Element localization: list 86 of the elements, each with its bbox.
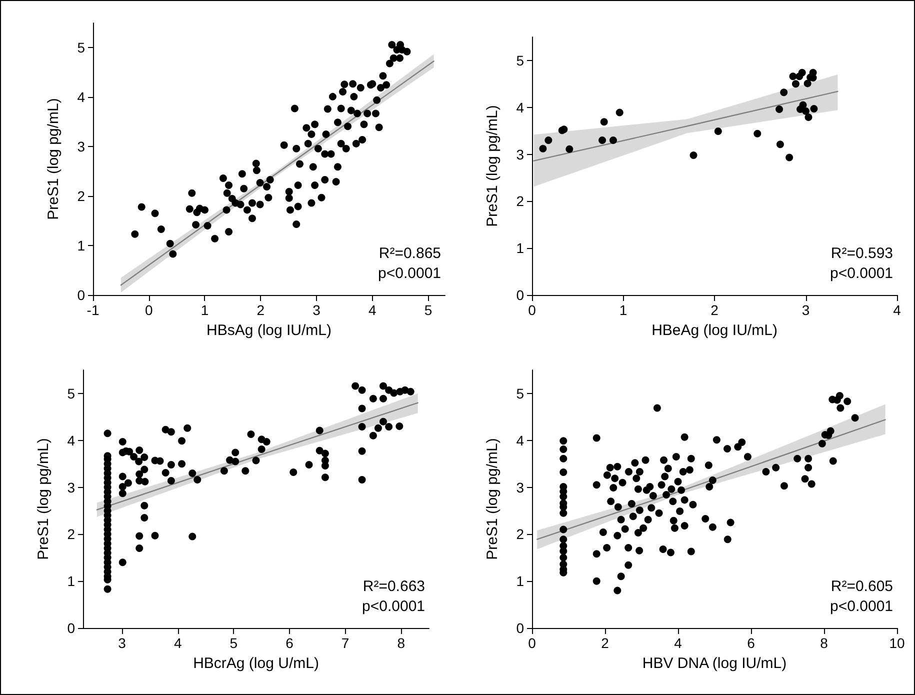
point bbox=[789, 72, 797, 80]
y-tick-label: 3 bbox=[516, 479, 524, 496]
x-tick-label: 4 bbox=[174, 635, 182, 651]
y-tick-label: 3 bbox=[516, 146, 524, 162]
y-tick-label: 1 bbox=[67, 573, 76, 590]
y-tick-label: 4 bbox=[516, 99, 524, 116]
x-tick-label: 3 bbox=[118, 635, 126, 651]
point bbox=[792, 80, 800, 88]
x-tick-label: 6 bbox=[747, 635, 756, 651]
x-tick-label: 6 bbox=[286, 635, 294, 651]
annotation: R²=0.865 bbox=[378, 245, 441, 262]
annotation: p<0.0001 bbox=[378, 265, 442, 282]
y-tick-label: 0 bbox=[516, 620, 524, 636]
y-tick-label: 0 bbox=[77, 287, 86, 303]
point bbox=[804, 113, 812, 121]
x-tick-label: 5 bbox=[424, 302, 432, 318]
x-tick-label: 2 bbox=[601, 635, 610, 651]
x-tick-label: 2 bbox=[710, 302, 719, 318]
point bbox=[600, 118, 608, 126]
point bbox=[690, 151, 698, 159]
x-tick-label: 0 bbox=[528, 302, 536, 318]
x-axis-title: HBcrAg (log U/mL) bbox=[193, 655, 319, 672]
point bbox=[566, 145, 574, 153]
x-axis-title: HBsAg (log IU/mL) bbox=[206, 322, 332, 339]
x-tick-label: 0 bbox=[144, 302, 153, 318]
point bbox=[799, 101, 807, 109]
point bbox=[798, 68, 806, 76]
point bbox=[539, 144, 547, 152]
point bbox=[754, 130, 762, 138]
y-tick-label: 4 bbox=[67, 432, 76, 448]
y-tick-label: 5 bbox=[67, 385, 76, 402]
y-tick-label: 1 bbox=[516, 240, 524, 256]
x-tick-label: 3 bbox=[802, 302, 810, 318]
annotation: R²=0.605 bbox=[830, 578, 893, 595]
x-axis-title: HBeAg (log IU/mL) bbox=[652, 322, 778, 339]
x-tick-label: 4 bbox=[368, 302, 376, 318]
point bbox=[598, 136, 606, 144]
y-tick-label: 1 bbox=[516, 573, 524, 590]
y-tick-label: 0 bbox=[67, 620, 76, 636]
annotation: p<0.0001 bbox=[830, 598, 894, 615]
x-tick-label: 2 bbox=[256, 302, 265, 318]
annotation: p<0.0001 bbox=[830, 265, 894, 282]
y-axis-title: PreS1 (log pg/mL) bbox=[45, 98, 62, 220]
point bbox=[776, 140, 784, 148]
x-tick-label: 8 bbox=[397, 635, 406, 651]
y-tick-label: 2 bbox=[77, 188, 86, 204]
point bbox=[776, 105, 784, 113]
y-tick-label: 1 bbox=[77, 238, 86, 254]
y-tick-label: 3 bbox=[67, 479, 76, 496]
x-tick-label: 8 bbox=[820, 635, 828, 651]
annotation: p<0.0001 bbox=[362, 598, 426, 615]
point bbox=[786, 154, 794, 162]
point bbox=[714, 128, 722, 136]
y-tick-label: 0 bbox=[516, 287, 524, 303]
point bbox=[609, 136, 617, 144]
x-tick-label: 4 bbox=[674, 635, 682, 651]
x-tick-label: 4 bbox=[893, 302, 902, 318]
y-tick-label: 2 bbox=[67, 526, 76, 542]
annotation: R²=0.663 bbox=[362, 578, 425, 595]
x-tick-label: -1 bbox=[86, 302, 100, 318]
point bbox=[616, 108, 624, 116]
y-tick-label: 2 bbox=[516, 526, 524, 542]
y-axis-title: PreS1 (log pg/mL) bbox=[484, 438, 501, 560]
x-tick-label: 10 bbox=[889, 635, 905, 651]
annotation: R²=0.593 bbox=[830, 245, 893, 262]
x-tick-label: 1 bbox=[619, 302, 628, 318]
y-tick-label: 3 bbox=[77, 138, 86, 155]
y-tick-label: 4 bbox=[77, 89, 86, 106]
y-tick-label: 4 bbox=[516, 432, 524, 448]
y-tick-label: 5 bbox=[77, 40, 86, 56]
y-tick-label: 5 bbox=[516, 52, 524, 68]
x-tick-label: 3 bbox=[312, 302, 321, 318]
y-axis-title: PreS1 (log pg/mL) bbox=[484, 105, 501, 227]
point bbox=[804, 80, 812, 88]
x-tick-label: 1 bbox=[200, 302, 209, 318]
x-tick-label: 7 bbox=[341, 635, 350, 651]
point bbox=[810, 105, 818, 113]
y-tick-label: 2 bbox=[516, 193, 524, 210]
point bbox=[780, 88, 788, 96]
point bbox=[544, 136, 552, 144]
y-axis-title: PreS1 (log pg/mL) bbox=[35, 438, 52, 560]
y-tick-label: 5 bbox=[516, 385, 524, 402]
point bbox=[802, 107, 810, 115]
x-axis-title: HBV DNA (log IU/mL) bbox=[642, 655, 787, 672]
x-tick-label: 5 bbox=[230, 635, 238, 651]
x-tick-label: 0 bbox=[528, 635, 536, 651]
